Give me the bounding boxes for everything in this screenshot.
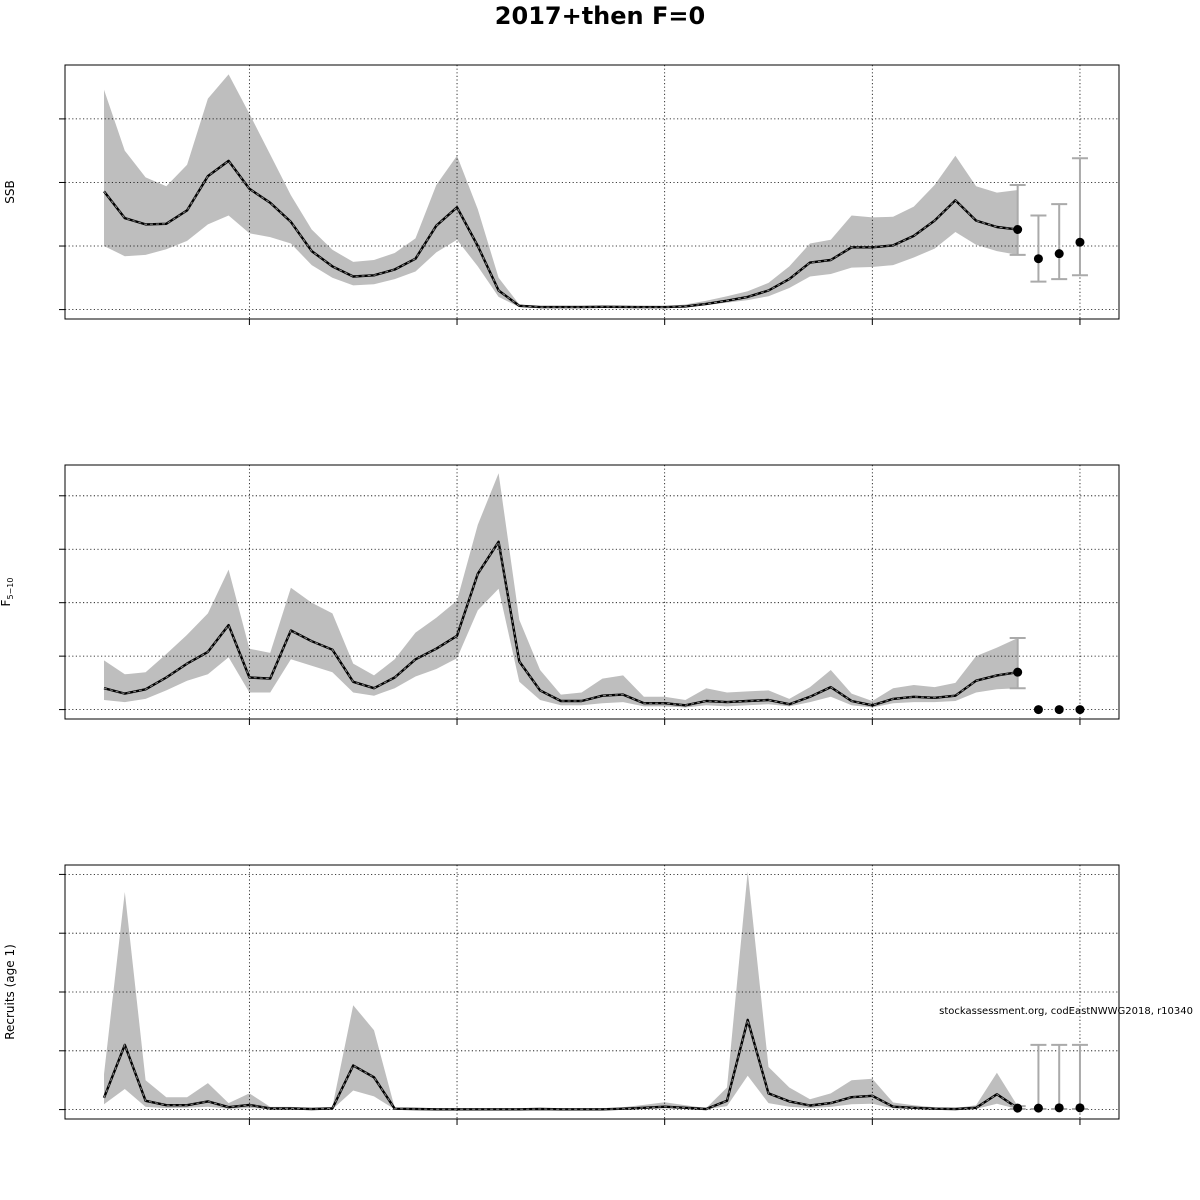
estimate-line-dash	[103, 1017, 1018, 1110]
y-axis-title: Recruits (age 1)	[3, 944, 17, 1040]
recruits-panel: Recruits (age 1)	[3, 864, 1120, 1125]
forecast-point	[1013, 667, 1023, 677]
y-axis-title-main: F	[0, 599, 13, 606]
plot-frame	[64, 464, 1120, 720]
ssb-panel: SSB	[3, 64, 1120, 325]
estimate-line-dash	[103, 540, 1018, 706]
f-panel: F5−10	[0, 464, 1120, 725]
forecast-point	[1075, 1103, 1085, 1113]
forecast-point	[1033, 254, 1043, 264]
credit-note: stockassessment.org, codEastNWWG2018, r1…	[939, 1006, 1193, 1017]
forecast-point	[1013, 225, 1023, 235]
plot-frame	[64, 864, 1120, 1120]
estimate-line-dash	[103, 160, 1018, 308]
forecast-point	[1054, 249, 1064, 259]
y-axis-title-subscript: 5−10	[6, 578, 15, 600]
forecast-point	[1013, 1103, 1023, 1113]
confidence-band	[104, 871, 1018, 1110]
forecast-point	[1054, 705, 1064, 715]
y-axis-title: SSB	[3, 180, 17, 203]
forecast-point	[1054, 1103, 1064, 1113]
confidence-band	[104, 74, 1018, 308]
confidence-band	[104, 473, 1018, 708]
forecast-point	[1075, 237, 1085, 247]
forecast-point	[1075, 705, 1085, 715]
chart-title: 2017+then F=0	[494, 2, 706, 30]
y-axis-title-main: SSB	[3, 180, 17, 203]
y-axis-title: F5−10	[0, 578, 15, 607]
forecast-point	[1033, 1103, 1043, 1113]
plot-frame	[64, 64, 1120, 320]
forecast-point	[1033, 705, 1043, 715]
y-axis-title-main: Recruits (age 1)	[3, 944, 17, 1040]
